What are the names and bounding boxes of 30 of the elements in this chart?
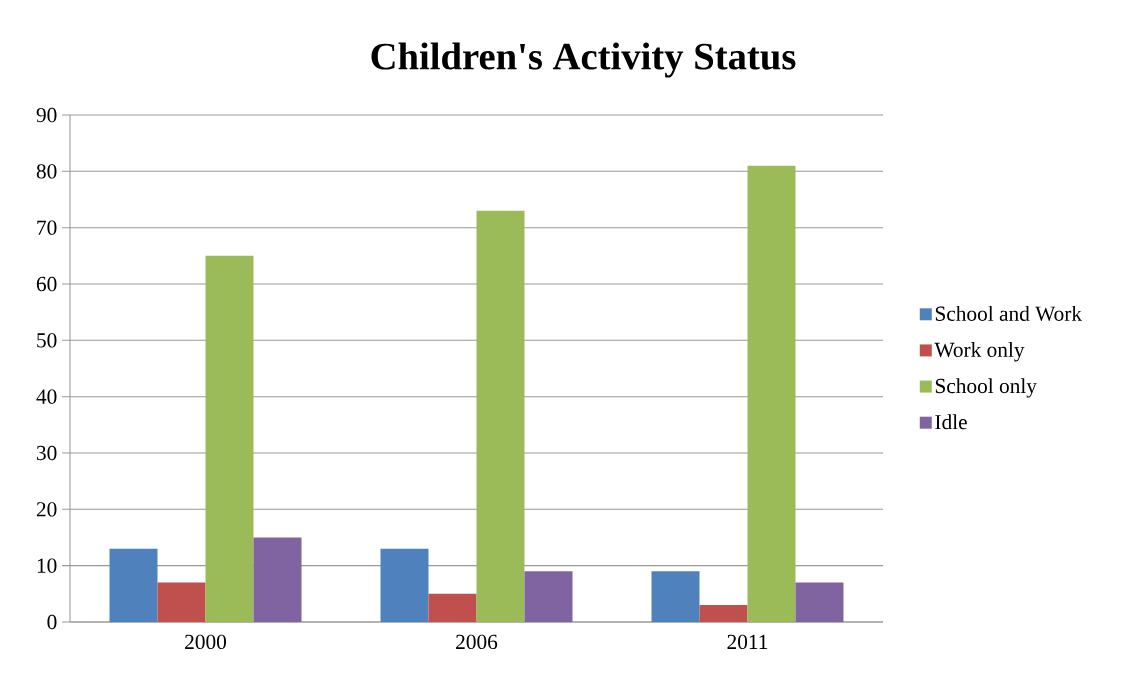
legend-label: School only — [935, 378, 1037, 398]
bar — [109, 548, 158, 622]
legend-label: Work only — [934, 342, 1025, 362]
x-tick-label: 2000 — [185, 634, 227, 650]
y-tick-label: 0 — [47, 614, 57, 630]
bar — [651, 571, 700, 622]
y-tick-label: 40 — [36, 389, 57, 404]
legend-label: Idle — [935, 414, 967, 430]
bar — [524, 571, 573, 622]
y-tick-label: 90 — [36, 107, 57, 123]
chart-title: Children's Activity Status — [371, 42, 796, 78]
x-tick-label: 2006 — [456, 634, 498, 650]
y-tick-label: 30 — [36, 445, 57, 461]
legend-label: School and Work — [935, 305, 1083, 322]
bar — [205, 255, 254, 622]
bar — [380, 548, 429, 622]
y-tick-label: 70 — [37, 220, 57, 235]
y-tick-label: 20 — [36, 502, 57, 517]
y-tick-label: 50 — [37, 333, 57, 348]
bar — [747, 165, 796, 622]
bar — [253, 537, 302, 622]
bar — [428, 593, 477, 622]
y-tick-label: 10 — [37, 558, 57, 573]
bar — [157, 582, 206, 622]
bar — [476, 210, 525, 622]
y-tick-label: 60 — [36, 276, 57, 292]
x-tick-label: 2011 — [727, 634, 768, 650]
bar — [699, 605, 748, 622]
bar — [795, 582, 844, 622]
y-tick-label: 80 — [36, 164, 57, 179]
